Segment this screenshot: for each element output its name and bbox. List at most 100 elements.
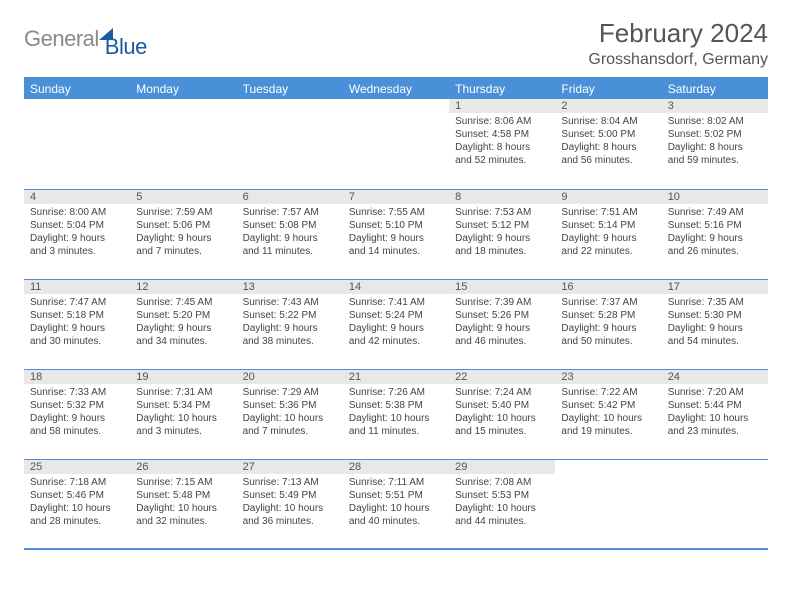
daylight-line: Daylight: 9 hours and 54 minutes. [668, 322, 762, 348]
sunrise-line: Sunrise: 7:29 AM [243, 386, 337, 399]
sunrise-line: Sunrise: 7:57 AM [243, 206, 337, 219]
calendar-cell: . [237, 99, 343, 189]
day-number: 12 [130, 280, 236, 294]
calendar-cell: 7Sunrise: 7:55 AMSunset: 5:10 PMDaylight… [343, 189, 449, 279]
day-number: 14 [343, 280, 449, 294]
day-number: 11 [24, 280, 130, 294]
sunset-line: Sunset: 5:22 PM [243, 309, 337, 322]
month-title: February 2024 [588, 18, 768, 49]
logo-text-blue: Blue [105, 34, 147, 60]
daylight-line: Daylight: 9 hours and 7 minutes. [136, 232, 230, 258]
sunset-line: Sunset: 5:24 PM [349, 309, 443, 322]
day-number: 1 [449, 99, 555, 113]
daylight-line: Daylight: 9 hours and 11 minutes. [243, 232, 337, 258]
day-number: 22 [449, 370, 555, 384]
calendar-cell: . [343, 99, 449, 189]
sunset-line: Sunset: 5:06 PM [136, 219, 230, 232]
calendar-cell: 22Sunrise: 7:24 AMSunset: 5:40 PMDayligh… [449, 369, 555, 459]
sunrise-line: Sunrise: 7:31 AM [136, 386, 230, 399]
sunset-line: Sunset: 5:18 PM [30, 309, 124, 322]
day-body: Sunrise: 7:15 AMSunset: 5:48 PMDaylight:… [130, 474, 236, 532]
day-number: 16 [555, 280, 661, 294]
sunset-line: Sunset: 5:30 PM [668, 309, 762, 322]
sunset-line: Sunset: 5:26 PM [455, 309, 549, 322]
day-body: Sunrise: 7:31 AMSunset: 5:34 PMDaylight:… [130, 384, 236, 442]
sunset-line: Sunset: 5:16 PM [668, 219, 762, 232]
sunset-line: Sunset: 5:28 PM [561, 309, 655, 322]
weekday-header: Sunday [24, 78, 130, 99]
sunrise-line: Sunrise: 7:15 AM [136, 476, 230, 489]
sunset-line: Sunset: 5:12 PM [455, 219, 549, 232]
day-body: Sunrise: 7:43 AMSunset: 5:22 PMDaylight:… [237, 294, 343, 352]
sunrise-line: Sunrise: 7:43 AM [243, 296, 337, 309]
sunrise-line: Sunrise: 7:18 AM [30, 476, 124, 489]
calendar-row: ....1Sunrise: 8:06 AMSunset: 4:58 PMDayl… [24, 99, 768, 189]
day-body: Sunrise: 7:57 AMSunset: 5:08 PMDaylight:… [237, 204, 343, 262]
day-number: 17 [662, 280, 768, 294]
sunset-line: Sunset: 5:14 PM [561, 219, 655, 232]
day-body: Sunrise: 7:49 AMSunset: 5:16 PMDaylight:… [662, 204, 768, 262]
day-number: 6 [237, 190, 343, 204]
sunset-line: Sunset: 5:32 PM [30, 399, 124, 412]
day-number: 15 [449, 280, 555, 294]
daylight-line: Daylight: 9 hours and 38 minutes. [243, 322, 337, 348]
daylight-line: Daylight: 9 hours and 30 minutes. [30, 322, 124, 348]
daylight-line: Daylight: 10 hours and 7 minutes. [243, 412, 337, 438]
day-body: Sunrise: 7:08 AMSunset: 5:53 PMDaylight:… [449, 474, 555, 532]
day-number: 7 [343, 190, 449, 204]
day-number: 29 [449, 460, 555, 474]
sunset-line: Sunset: 5:44 PM [668, 399, 762, 412]
day-body: Sunrise: 7:22 AMSunset: 5:42 PMDaylight:… [555, 384, 661, 442]
calendar-cell: 20Sunrise: 7:29 AMSunset: 5:36 PMDayligh… [237, 369, 343, 459]
sunset-line: Sunset: 5:08 PM [243, 219, 337, 232]
daylight-line: Daylight: 9 hours and 14 minutes. [349, 232, 443, 258]
calendar-cell: 23Sunrise: 7:22 AMSunset: 5:42 PMDayligh… [555, 369, 661, 459]
day-body: Sunrise: 7:39 AMSunset: 5:26 PMDaylight:… [449, 294, 555, 352]
sunset-line: Sunset: 5:34 PM [136, 399, 230, 412]
calendar-row: 18Sunrise: 7:33 AMSunset: 5:32 PMDayligh… [24, 369, 768, 459]
sunset-line: Sunset: 5:48 PM [136, 489, 230, 502]
day-number: 28 [343, 460, 449, 474]
calendar-cell: . [24, 99, 130, 189]
day-body: Sunrise: 7:29 AMSunset: 5:36 PMDaylight:… [237, 384, 343, 442]
day-number: 2 [555, 99, 661, 113]
daylight-line: Daylight: 9 hours and 58 minutes. [30, 412, 124, 438]
daylight-line: Daylight: 9 hours and 3 minutes. [30, 232, 124, 258]
calendar-row: 11Sunrise: 7:47 AMSunset: 5:18 PMDayligh… [24, 279, 768, 369]
day-body: Sunrise: 7:35 AMSunset: 5:30 PMDaylight:… [662, 294, 768, 352]
sunrise-line: Sunrise: 7:13 AM [243, 476, 337, 489]
daylight-line: Daylight: 9 hours and 26 minutes. [668, 232, 762, 258]
day-body: Sunrise: 7:20 AMSunset: 5:44 PMDaylight:… [662, 384, 768, 442]
calendar-cell: . [662, 459, 768, 549]
day-number: 24 [662, 370, 768, 384]
calendar-cell: 15Sunrise: 7:39 AMSunset: 5:26 PMDayligh… [449, 279, 555, 369]
calendar-cell: 17Sunrise: 7:35 AMSunset: 5:30 PMDayligh… [662, 279, 768, 369]
sunrise-line: Sunrise: 8:00 AM [30, 206, 124, 219]
day-body: Sunrise: 7:55 AMSunset: 5:10 PMDaylight:… [343, 204, 449, 262]
calendar-cell: 26Sunrise: 7:15 AMSunset: 5:48 PMDayligh… [130, 459, 236, 549]
sunrise-line: Sunrise: 7:24 AM [455, 386, 549, 399]
sunrise-line: Sunrise: 7:26 AM [349, 386, 443, 399]
calendar-cell: 24Sunrise: 7:20 AMSunset: 5:44 PMDayligh… [662, 369, 768, 459]
daylight-line: Daylight: 10 hours and 19 minutes. [561, 412, 655, 438]
calendar-cell: 28Sunrise: 7:11 AMSunset: 5:51 PMDayligh… [343, 459, 449, 549]
daylight-line: Daylight: 10 hours and 40 minutes. [349, 502, 443, 528]
calendar-cell: 12Sunrise: 7:45 AMSunset: 5:20 PMDayligh… [130, 279, 236, 369]
sunrise-line: Sunrise: 7:08 AM [455, 476, 549, 489]
daylight-line: Daylight: 8 hours and 56 minutes. [561, 141, 655, 167]
day-body: Sunrise: 7:11 AMSunset: 5:51 PMDaylight:… [343, 474, 449, 532]
weekday-header-row: Sunday Monday Tuesday Wednesday Thursday… [24, 78, 768, 99]
sunset-line: Sunset: 5:38 PM [349, 399, 443, 412]
sunrise-line: Sunrise: 7:47 AM [30, 296, 124, 309]
weekday-header: Monday [130, 78, 236, 99]
day-number: 5 [130, 190, 236, 204]
weekday-header: Tuesday [237, 78, 343, 99]
day-number: 25 [24, 460, 130, 474]
daylight-line: Daylight: 10 hours and 11 minutes. [349, 412, 443, 438]
daylight-line: Daylight: 9 hours and 34 minutes. [136, 322, 230, 348]
day-number: 26 [130, 460, 236, 474]
calendar-cell: 9Sunrise: 7:51 AMSunset: 5:14 PMDaylight… [555, 189, 661, 279]
sunset-line: Sunset: 5:46 PM [30, 489, 124, 502]
calendar-cell: 3Sunrise: 8:02 AMSunset: 5:02 PMDaylight… [662, 99, 768, 189]
daylight-line: Daylight: 8 hours and 59 minutes. [668, 141, 762, 167]
